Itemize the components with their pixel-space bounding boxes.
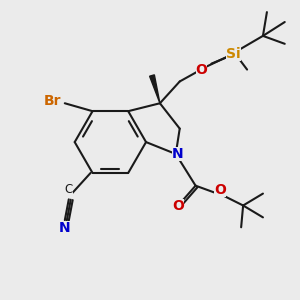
Text: O: O [214,183,226,196]
Text: O: O [196,63,208,76]
Text: O: O [172,200,184,214]
Text: N: N [172,147,184,161]
Polygon shape [150,75,160,103]
Text: N: N [59,221,70,236]
Text: Si: Si [226,47,241,61]
Text: C: C [64,183,73,196]
Text: Br: Br [44,94,62,108]
